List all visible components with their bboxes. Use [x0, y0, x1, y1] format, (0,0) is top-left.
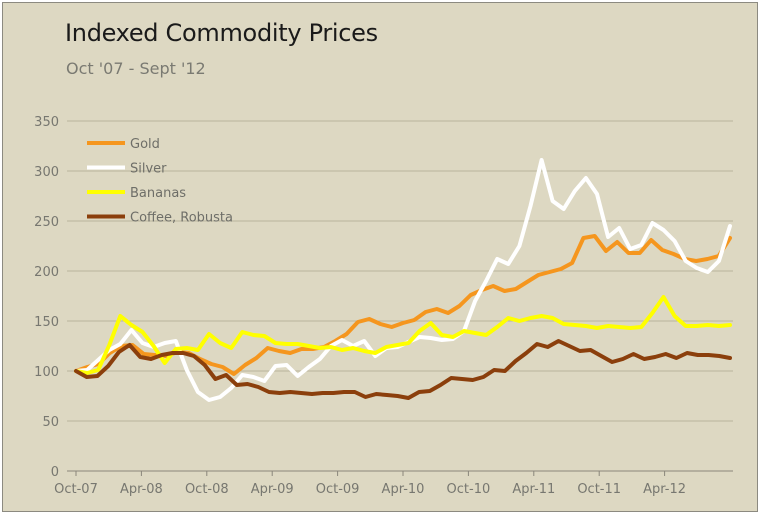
legend-label-gold: Gold [130, 137, 160, 152]
y-axis: 0 50 100 150 200 250 300 350 [34, 115, 59, 480]
chart-title: Indexed Commodity Prices [65, 19, 378, 47]
x-axis: Oct-07 Apr-08 Oct-08 Apr-09 Oct-09 Apr-10 Oct-… [54, 470, 733, 497]
x-tick-label: Apr-10 [382, 482, 425, 497]
x-tick-label: Oct-11 [577, 482, 621, 497]
y-tick-label: 350 [34, 115, 59, 130]
series-lines [74, 158, 732, 402]
x-tick-label: Apr-12 [643, 482, 686, 497]
x-tick-label: Apr-11 [512, 482, 555, 497]
legend-label-bananas: Bananas [130, 186, 186, 201]
y-tick-label: 50 [42, 415, 59, 430]
x-tick-label: Apr-08 [120, 482, 163, 497]
series-line-coffee-robusta [74, 339, 732, 400]
y-tick-label: 100 [34, 365, 59, 380]
x-tick-label: Oct-07 [54, 482, 98, 497]
y-tick-label: 150 [34, 315, 59, 330]
line-chart: 0 50 100 150 200 250 300 350 Oct-07 Apr-08 Oct-08… [34, 115, 733, 497]
legend-label-coffee-robusta: Coffee, Robusta [130, 211, 233, 226]
y-tick-label: 250 [34, 215, 59, 230]
y-tick-label: 0 [51, 465, 59, 480]
y-tick-label: 300 [34, 165, 59, 180]
series-line-bananas [74, 295, 732, 375]
x-tick-label: Oct-08 [185, 482, 229, 497]
gridlines [67, 120, 733, 422]
x-tick-label: Oct-10 [447, 482, 491, 497]
y-tick-label: 200 [34, 265, 59, 280]
x-tick-label: Apr-09 [251, 482, 294, 497]
legend: Gold Silver Bananas Coffee, Robusta [87, 137, 233, 226]
chart-subtitle: Oct '07 - Sept '12 [66, 59, 206, 78]
x-tick-label: Oct-09 [316, 482, 360, 497]
legend-label-silver: Silver [130, 162, 167, 177]
